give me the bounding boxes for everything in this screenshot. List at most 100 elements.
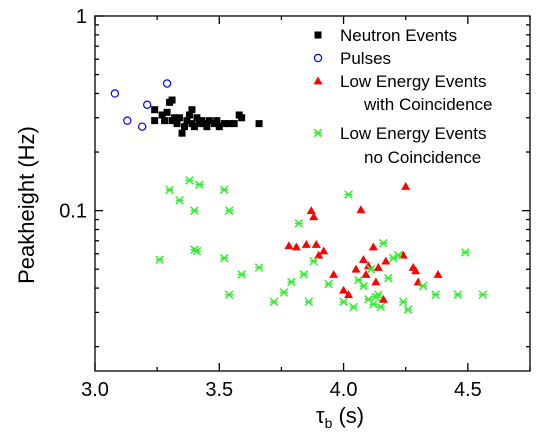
x-axis-label-subscript: b <box>325 415 333 431</box>
no-coincidence-point <box>269 297 279 307</box>
no-coincidence-point <box>344 190 353 199</box>
neutron-event-point <box>238 114 246 122</box>
no-coincidence-point <box>366 264 376 274</box>
coincidence-point <box>368 242 378 251</box>
coincidence-point <box>356 205 366 214</box>
no-coincidence-point <box>287 277 296 287</box>
coincidence-point <box>306 206 316 215</box>
neutron-event-point <box>193 114 201 122</box>
neutron-event-point <box>158 111 166 119</box>
no-coincidence-point <box>190 206 199 215</box>
no-coincidence-point <box>374 290 383 300</box>
neutron-event-point <box>163 108 171 116</box>
neutron-event-point <box>161 117 169 125</box>
no-coincidence-point <box>155 255 164 264</box>
data-points <box>110 79 488 314</box>
neutron-event-point <box>185 111 193 119</box>
no-coincidence-point <box>219 253 229 263</box>
pulse-point <box>123 116 132 125</box>
coincidence-point <box>378 294 388 303</box>
no-coincidence-point <box>279 288 289 297</box>
series-4 <box>155 176 488 314</box>
neutron-event-point <box>225 120 233 128</box>
no-coincidence-point <box>224 290 234 300</box>
neutron-event-point <box>230 120 238 128</box>
no-coincidence-point <box>224 206 234 215</box>
no-coincidence-point <box>237 270 246 279</box>
pulse-point <box>142 100 152 109</box>
coincidence-point <box>398 250 408 259</box>
no-coincidence-point <box>175 195 184 205</box>
plot-frame <box>94 15 531 372</box>
no-coincidence-point <box>431 290 440 300</box>
coincidence-point <box>329 269 339 278</box>
legend-marker <box>314 31 322 39</box>
axis-ticks: 3.0 3.5 4.0 4.5 0.1 1 <box>59 6 531 401</box>
neutron-event-point <box>168 96 176 104</box>
no-coincidence-point <box>369 300 378 309</box>
no-coincidence-point <box>359 281 368 291</box>
neutron-event-point <box>188 106 196 114</box>
no-coincidence-point <box>219 185 229 195</box>
coincidence-point <box>433 269 443 278</box>
coincidence-point <box>363 261 373 270</box>
no-coincidence-point <box>339 297 348 307</box>
no-coincidence-point <box>304 297 314 307</box>
legend-marker <box>313 128 323 138</box>
x-axis-label: τb (s) <box>316 403 364 431</box>
no-coincidence-point <box>299 270 309 279</box>
no-coincidence-point <box>165 185 174 195</box>
y-tick-label: 1 <box>76 6 87 28</box>
coincidence-point <box>314 250 324 259</box>
no-coincidence-point <box>461 248 470 257</box>
series-3 <box>284 182 443 303</box>
neutron-event-point <box>176 114 184 122</box>
legend-marker <box>313 76 323 85</box>
neutron-event-point <box>203 123 211 131</box>
coincidence-point <box>373 263 383 271</box>
neutron-event-point <box>173 120 181 128</box>
x-tick-label: 4.0 <box>330 379 358 401</box>
no-coincidence-point <box>376 302 386 312</box>
neutron-event-point <box>213 117 221 125</box>
legend-marker <box>313 53 323 63</box>
coincidence-point <box>411 266 421 275</box>
series-1 <box>151 96 263 137</box>
no-coincidence-point <box>192 246 202 256</box>
coincidence-point <box>284 241 294 250</box>
coincidence-point <box>291 242 301 251</box>
no-coincidence-point <box>418 281 428 291</box>
no-coincidence-point <box>190 245 199 255</box>
no-coincidence-point <box>398 297 408 307</box>
neutron-event-point <box>151 106 159 114</box>
no-coincidence-point <box>478 290 488 300</box>
legend-label-line2: no Coincidence <box>364 148 481 167</box>
legend-label: Low Energy Events <box>340 124 486 143</box>
x-axis-label-unit: (s) <box>332 403 364 428</box>
coincidence-point <box>344 290 354 299</box>
x-axis-label-symbol: τ <box>316 403 325 428</box>
neutron-event-point <box>190 123 198 131</box>
neutron-event-point <box>183 117 191 125</box>
no-coincidence-point <box>254 263 264 272</box>
series-2 <box>110 79 172 131</box>
neutron-event-point <box>178 129 186 137</box>
no-coincidence-point <box>309 256 319 266</box>
x-tick-label: 4.5 <box>454 379 482 401</box>
coincidence-point <box>381 256 391 265</box>
legend-label: Low Energy Events <box>340 72 486 91</box>
no-coincidence-point <box>379 238 388 248</box>
coincidence-point <box>371 277 381 286</box>
x-tick-label: 3.5 <box>205 379 233 401</box>
coincidence-point <box>319 246 329 255</box>
x-tick-label: 3.0 <box>81 379 109 401</box>
neutron-event-point <box>215 123 223 131</box>
coincidence-point <box>301 239 311 248</box>
y-axis-label: Peakheight (Hz) <box>14 126 39 284</box>
neutron-event-point <box>220 120 228 128</box>
pulse-point <box>138 122 147 131</box>
neutron-event-point <box>151 117 159 125</box>
no-coincidence-point <box>294 219 304 228</box>
neutron-event-point <box>180 123 188 131</box>
pulse-point <box>110 89 120 98</box>
